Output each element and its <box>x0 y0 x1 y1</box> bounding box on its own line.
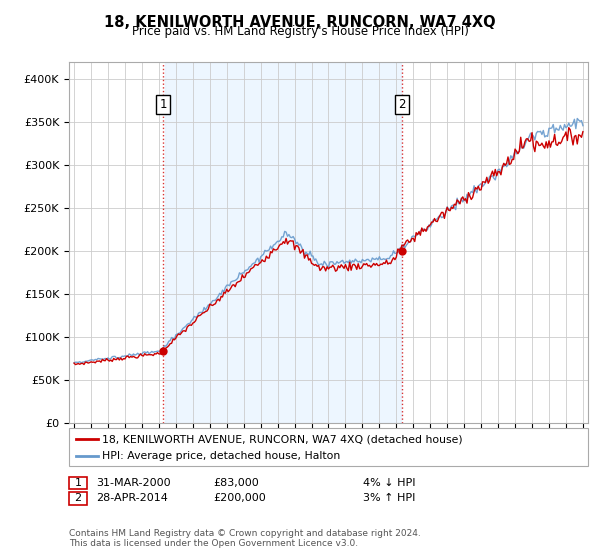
Text: 1: 1 <box>160 98 167 111</box>
Text: Contains HM Land Registry data © Crown copyright and database right 2024.: Contains HM Land Registry data © Crown c… <box>69 529 421 538</box>
Text: 2: 2 <box>74 493 82 503</box>
Text: 3% ↑ HPI: 3% ↑ HPI <box>363 493 415 503</box>
Text: 31-MAR-2000: 31-MAR-2000 <box>96 478 170 488</box>
Text: £200,000: £200,000 <box>213 493 266 503</box>
Text: 28-APR-2014: 28-APR-2014 <box>96 493 168 503</box>
Text: This data is licensed under the Open Government Licence v3.0.: This data is licensed under the Open Gov… <box>69 539 358 548</box>
Text: £83,000: £83,000 <box>213 478 259 488</box>
Text: 1: 1 <box>74 478 82 488</box>
Text: 4% ↓ HPI: 4% ↓ HPI <box>363 478 415 488</box>
Text: 18, KENILWORTH AVENUE, RUNCORN, WA7 4XQ (detached house): 18, KENILWORTH AVENUE, RUNCORN, WA7 4XQ … <box>102 434 463 444</box>
Text: Price paid vs. HM Land Registry's House Price Index (HPI): Price paid vs. HM Land Registry's House … <box>131 25 469 38</box>
Text: 18, KENILWORTH AVENUE, RUNCORN, WA7 4XQ: 18, KENILWORTH AVENUE, RUNCORN, WA7 4XQ <box>104 15 496 30</box>
Text: HPI: Average price, detached house, Halton: HPI: Average price, detached house, Halt… <box>102 451 340 461</box>
Text: 2: 2 <box>398 98 406 111</box>
